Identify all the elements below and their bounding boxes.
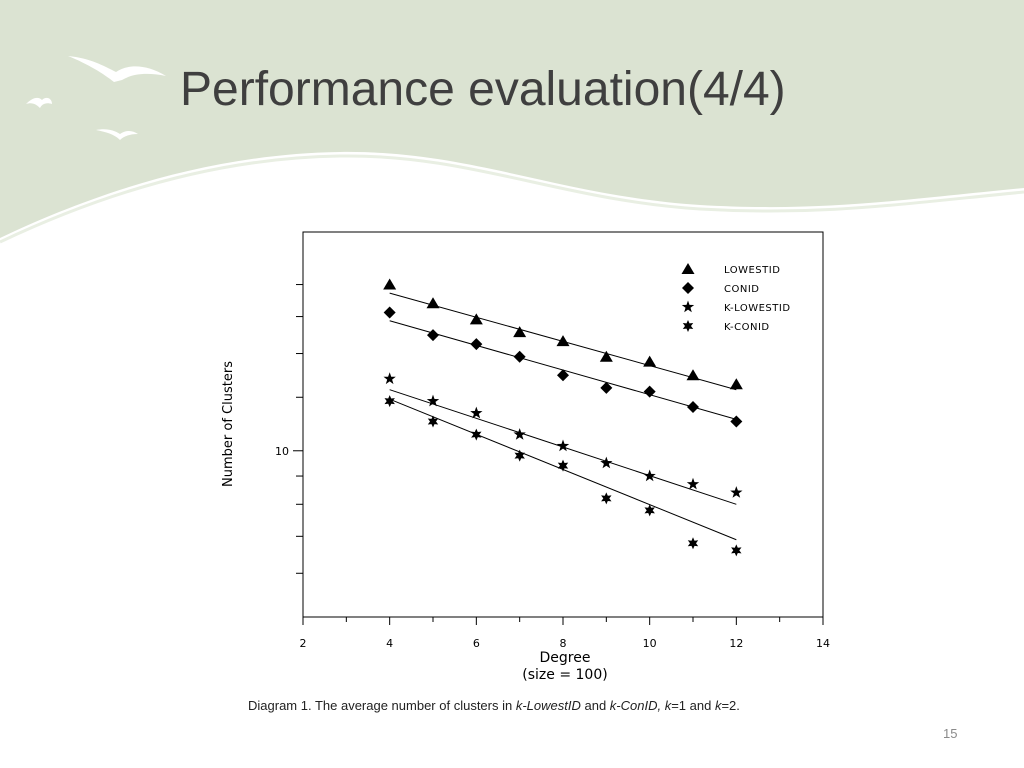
data-point-conid	[557, 369, 569, 382]
legend-label: K-LOWESTID	[724, 303, 791, 314]
caption-prefix: Diagram 1. The average number of cluster…	[248, 698, 516, 713]
bird-icon	[68, 56, 166, 82]
x-axis-title: Degree	[540, 650, 591, 666]
x-tick-label: 14	[816, 637, 830, 650]
data-point-k-conid	[514, 449, 525, 462]
x-tick-label: 8	[560, 637, 567, 650]
data-point-lowestid	[599, 350, 613, 362]
caption-term-k-lowestid: k-LowestID	[515, 698, 581, 713]
caption-eq2: =2.	[721, 698, 740, 713]
data-point-conid	[687, 401, 699, 414]
caption-eq1: =1 and	[671, 698, 715, 713]
header-wave-highlight	[0, 154, 1024, 244]
x-tick-label: 2	[300, 637, 307, 650]
data-point-conid	[730, 415, 743, 428]
x-tick-label: 10	[643, 637, 657, 650]
legend-marker-conid	[682, 282, 694, 294]
caption-k-variable: k	[664, 698, 672, 713]
data-point-k-lowestid	[730, 486, 743, 498]
legend-marker-lowestid	[681, 263, 695, 274]
legend: LOWESTID CONID K-LOWESTID K-CONID	[681, 263, 791, 333]
legend-marker-k-lowestid	[681, 300, 695, 313]
caption-k-variable: k	[714, 698, 722, 713]
data-point-lowestid	[469, 313, 483, 325]
bird-icon	[26, 97, 52, 108]
data-point-k-lowestid	[383, 372, 396, 385]
data-point-lowestid	[686, 369, 700, 381]
legend-label: CONID	[724, 284, 759, 295]
data-point-k-conid	[427, 415, 439, 428]
data-point-k-lowestid	[556, 439, 570, 452]
y-axis-title: Number of Clusters	[221, 361, 236, 487]
data-point-k-conid	[644, 504, 655, 517]
legend-marker-k-conid	[682, 320, 694, 332]
caption-and: and	[580, 698, 610, 713]
data-point-lowestid	[643, 355, 657, 367]
data-point-lowestid	[729, 378, 743, 390]
data-point-k-lowestid	[470, 406, 483, 419]
y-tick-label: 10	[275, 445, 289, 458]
data-point-conid	[600, 381, 613, 394]
bird-icon	[96, 129, 138, 140]
data-point-lowestid	[556, 335, 570, 347]
caption-term-k-conid: k-ConID,	[609, 698, 662, 713]
data-point-lowestid	[383, 278, 397, 290]
legend-label: K-CONID	[724, 322, 770, 333]
header-wave-background	[0, 0, 1024, 244]
data-point-k-conid	[384, 395, 395, 408]
figure-caption: Diagram 1. The average number of cluster…	[248, 698, 740, 713]
header-wave-shape	[0, 0, 1024, 238]
page-number: 15	[943, 726, 958, 741]
data-point-k-lowestid	[426, 394, 440, 407]
data-point-lowestid	[426, 297, 440, 309]
x-tick-label: 4	[386, 637, 393, 650]
data-point-k-lowestid	[513, 428, 526, 440]
data-point-lowestid	[513, 326, 527, 338]
x-axis: 2 4 6 8 10 12 14	[300, 617, 830, 650]
x-tick-label: 12	[729, 637, 743, 650]
data-point-conid	[513, 350, 526, 363]
data-point-k-conid	[557, 459, 569, 472]
data-points	[383, 278, 743, 557]
data-point-k-conid	[601, 492, 612, 505]
data-point-k-lowestid	[600, 456, 613, 469]
legend-label: LOWESTID	[724, 265, 780, 276]
data-point-k-conid	[687, 537, 699, 550]
fit-lines	[389, 292, 737, 541]
data-point-conid	[383, 306, 396, 319]
data-point-k-conid	[731, 544, 742, 557]
data-point-k-lowestid	[643, 469, 656, 482]
data-point-k-conid	[471, 428, 482, 441]
data-point-k-lowestid	[686, 477, 700, 490]
x-tick-label: 6	[473, 637, 480, 650]
x-axis-subtitle: (size = 100)	[522, 667, 607, 683]
data-point-conid	[643, 385, 656, 398]
y-axis: 10	[275, 284, 303, 574]
slide-title: Performance evaluation(4/4)	[180, 63, 786, 116]
data-point-conid	[470, 338, 483, 351]
data-point-conid	[427, 329, 439, 342]
